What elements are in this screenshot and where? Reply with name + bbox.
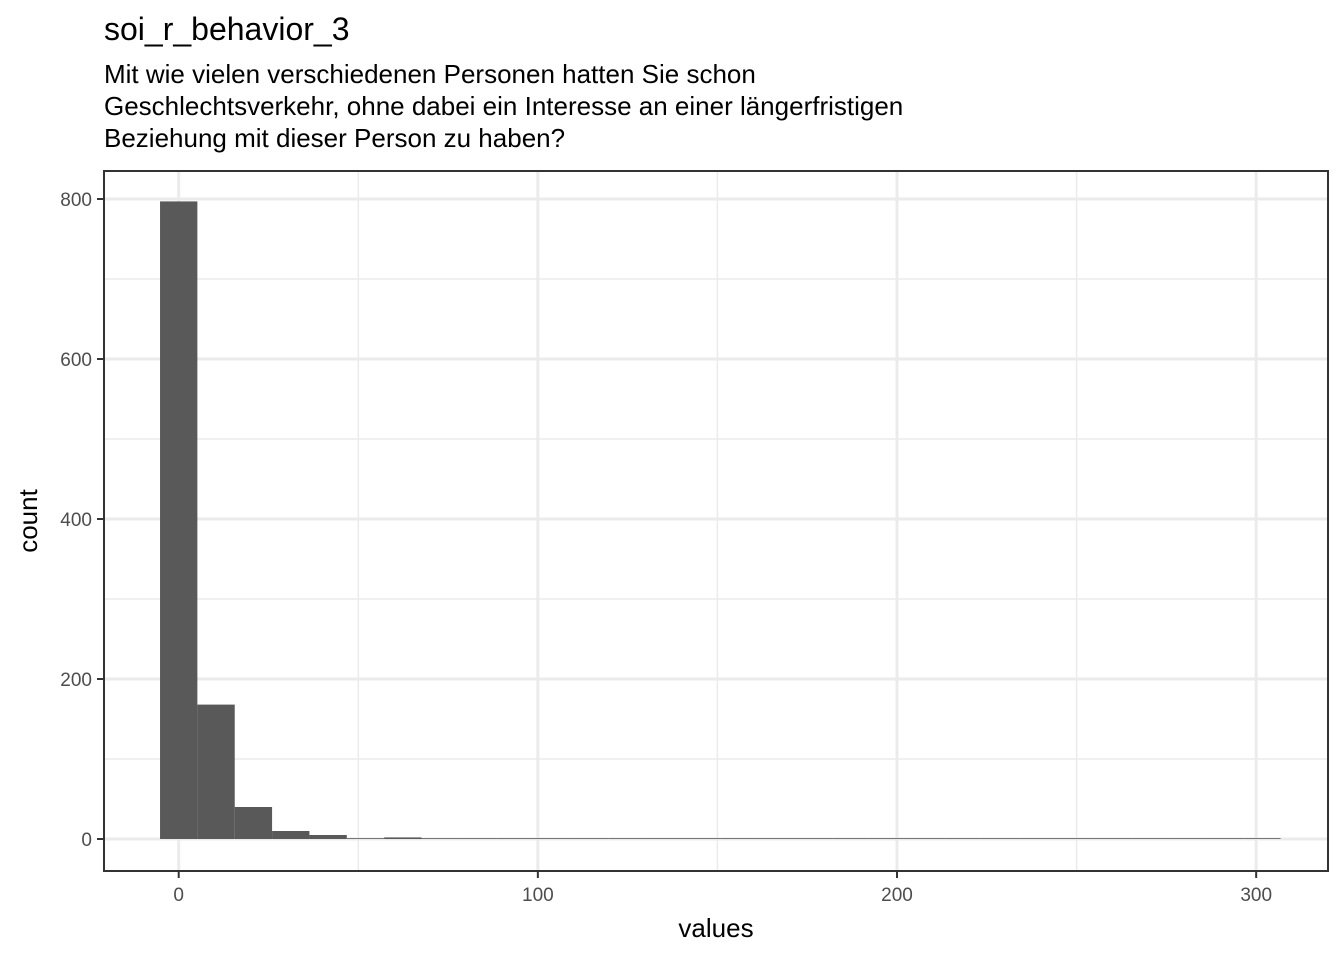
x-tick-label-0: 0 [173,885,184,906]
histogram-bar-8 [458,838,497,839]
y-tick-label-1: 200 [60,670,92,691]
subtitle-line-1: Mit wie vielen verschiedenen Personen ha… [104,59,756,89]
major-gridlines [104,171,1328,871]
histogram-bar-24 [1056,838,1094,839]
histogram-bar-25 [1093,838,1132,839]
histogram-bar-9 [496,838,534,839]
panel-border [103,170,1329,872]
x-axis-title: values [678,913,753,943]
subtitle-line-2: Geschlechtsverkehr, ohne dabei ein Inter… [104,91,904,121]
histogram-bar-29 [1243,838,1281,839]
histogram-bar-17 [795,838,833,839]
histogram-bar-27 [1168,838,1206,839]
y-tick-label-4: 800 [60,190,92,211]
y-tick-label-3: 600 [60,350,92,371]
x-tick-label-2: 200 [881,885,913,906]
histogram-bar-15 [720,838,758,839]
histogram-bar-28 [1205,838,1244,839]
histogram-bar-21 [944,838,982,839]
x-tick-label-3: 300 [1240,885,1272,906]
histogram-bar-12 [608,838,646,839]
histogram-bar-2 [234,807,273,839]
chart-title: soi_r_behavior_3 [104,11,350,47]
histogram-bar-14 [682,838,721,839]
histogram-bar-7 [421,838,459,839]
histogram-bar-23 [1019,838,1057,839]
y-tick-label-0: 0 [81,830,92,851]
histogram-bar-6 [384,837,422,839]
histogram-bar-10 [533,838,571,839]
histogram-bar-13 [645,838,683,839]
chart-subtitle: Mit wie vielen verschiedenen Personen ha… [104,58,903,154]
histogram-bar-19 [869,838,908,839]
histogram-bar-1 [197,704,235,839]
histogram-bar-11 [570,838,609,839]
histogram-bar-4 [309,835,347,839]
histogram-bar-20 [907,838,945,839]
histogram-bar-26 [1131,838,1169,839]
x-tick-label-1: 100 [522,885,554,906]
histogram-bar-3 [272,831,310,839]
histogram-bar-5 [346,838,385,839]
y-axis-title: count [13,488,43,552]
y-tick-label-2: 400 [60,510,92,531]
histogram-bar-22 [981,838,1020,839]
histogram-bars [160,201,1281,839]
y-axis: 0 200 400 600 800 [60,190,104,851]
histogram-bar-18 [832,838,870,839]
subtitle-line-3: Beziehung mit dieser Person zu haben? [104,123,566,153]
minor-gridlines [104,171,1328,871]
histogram-bar-0 [160,201,198,839]
x-axis: 0 100 200 300 [173,871,1272,906]
histogram-bar-16 [757,838,796,839]
